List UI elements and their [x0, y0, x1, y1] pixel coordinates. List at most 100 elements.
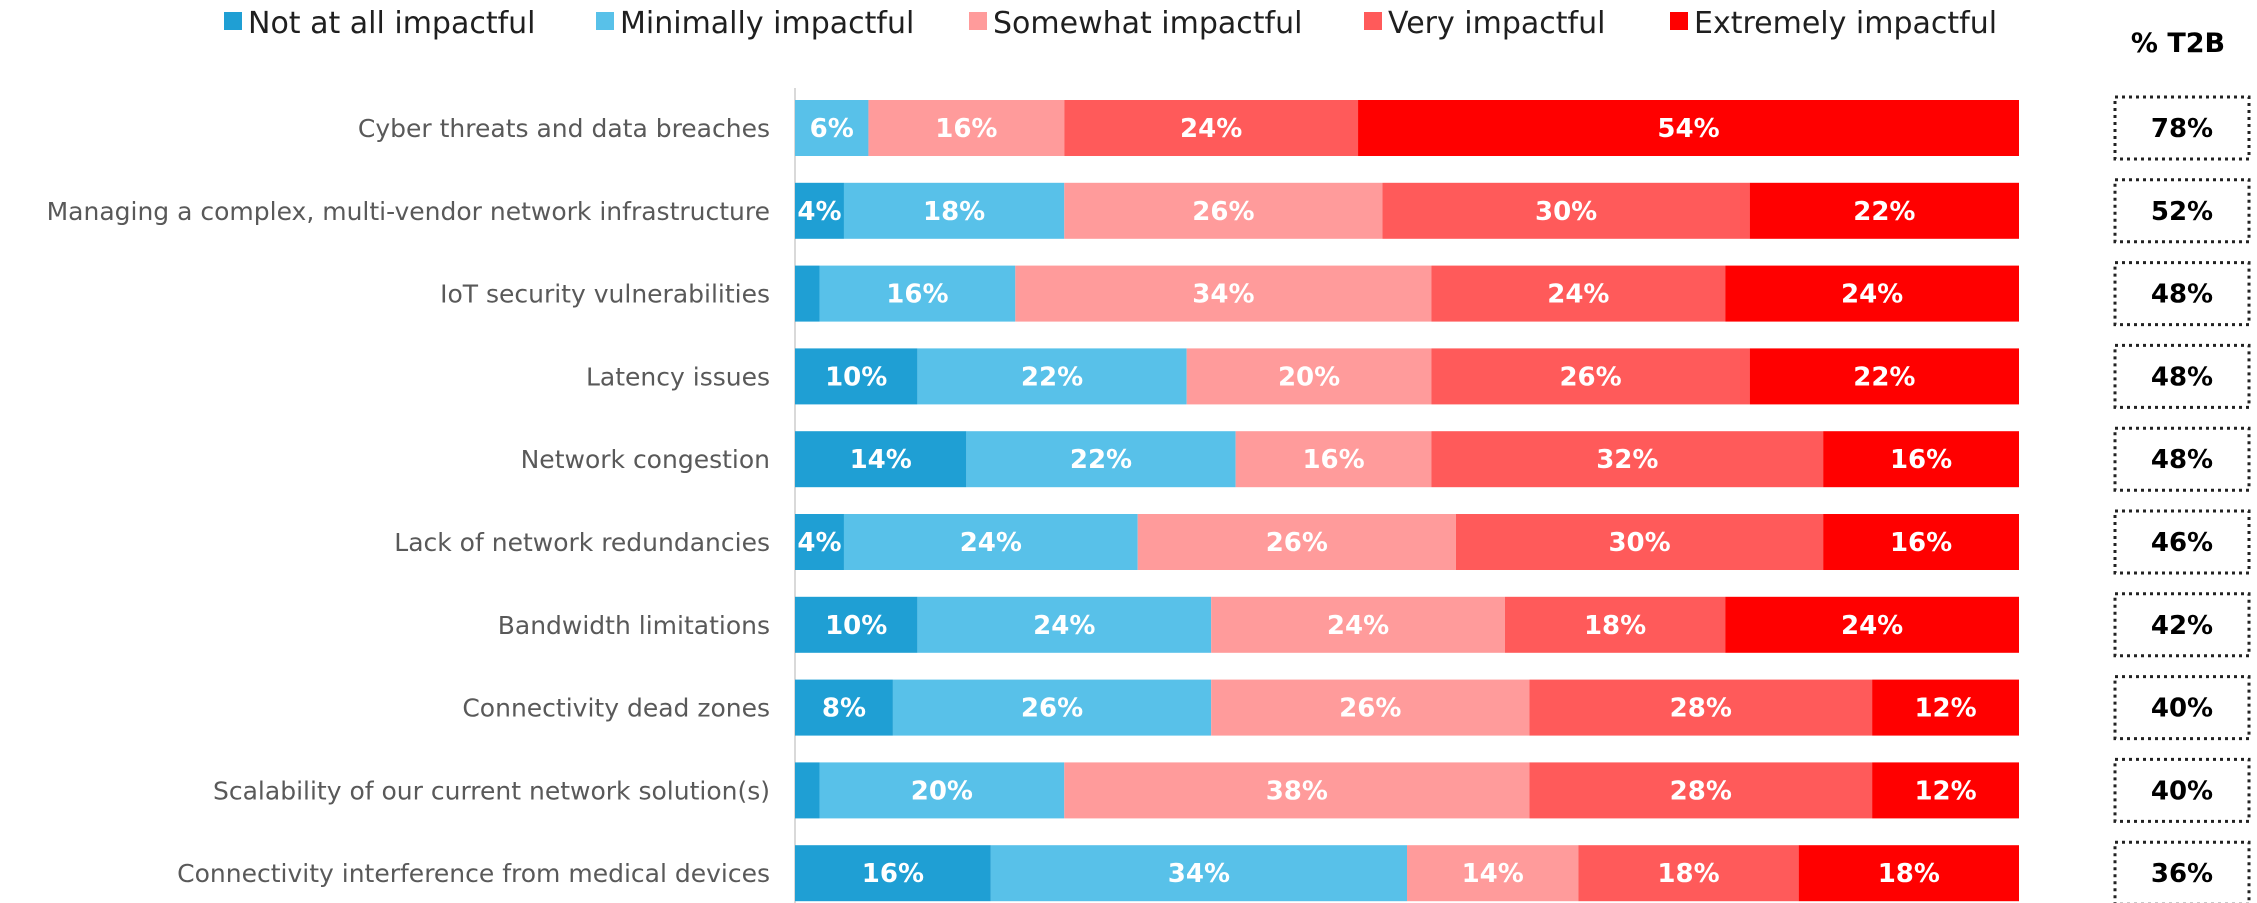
bar-segment-extremely-impactful [1872, 679, 2019, 736]
t2b-column: 78% 52% 48% 48% 48% 46% 42% 40% 40% 36% [2113, 95, 2251, 903]
bars [795, 100, 2019, 902]
bar-segment-minimally-impactful [966, 431, 1236, 488]
bar-segment-minimally-impactful [819, 762, 1065, 819]
data-label: 26% [1339, 694, 1401, 724]
bar-segment-extremely-impactful [1872, 762, 2019, 819]
bar-segment-minimally-impactful [990, 845, 1407, 902]
data-label: 26% [1021, 694, 1083, 724]
bar-segment-minimally-impactful [917, 596, 1212, 653]
data-label: 22% [1853, 362, 1915, 392]
legend-label-minimally-impactful: Minimally impactful [620, 6, 914, 41]
data-label: 34% [1192, 280, 1254, 310]
data-label: 16% [935, 114, 997, 144]
bar-segment-very-impactful [1431, 265, 1726, 322]
bar-segment-extremely-impactful [1798, 845, 2019, 902]
data-label: 12% [1914, 776, 1976, 806]
data-label: 14% [1462, 859, 1524, 889]
bar-segment-somewhat-impactful [1211, 596, 1505, 653]
bar-segment-not-at-all-impactful [795, 265, 820, 322]
data-label: 28% [1670, 776, 1732, 806]
t2b-value: 36% [2151, 859, 2213, 889]
bar-segment-very-impactful [1578, 845, 1799, 902]
t2b-value: 78% [2151, 114, 2213, 144]
legend-swatch-minimally-impactful [596, 12, 614, 30]
data-label: 22% [1853, 197, 1915, 227]
data-label: 20% [1278, 362, 1340, 392]
bar-segment-very-impactful [1504, 596, 1726, 653]
legend: Not at all impactful Minimally impactful S… [224, 6, 1997, 41]
data-label: 24% [1841, 611, 1903, 641]
bar-segment-very-impactful [1529, 679, 1873, 736]
data-label: 26% [1192, 197, 1254, 227]
bar-segment-somewhat-impactful [1235, 431, 1432, 488]
data-label: 10% [825, 611, 887, 641]
bar-segment-not-at-all-impactful [795, 348, 918, 405]
data-label: 34% [1168, 859, 1230, 889]
data-label: 54% [1657, 114, 1719, 144]
data-label: 20% [911, 776, 973, 806]
bar-segment-very-impactful [1431, 431, 1824, 488]
t2b-value: 40% [2151, 694, 2213, 724]
data-label: 18% [923, 197, 985, 227]
data-label: 38% [1266, 776, 1328, 806]
category-label: Network congestion [521, 445, 770, 474]
t2b-value: 52% [2151, 197, 2213, 227]
data-label: 22% [1070, 445, 1132, 475]
legend-swatch-somewhat-impactful [969, 12, 987, 30]
data-label: 30% [1535, 197, 1597, 227]
category-label: Scalability of our current network solut… [213, 776, 770, 805]
bar-segment-somewhat-impactful [1186, 348, 1432, 405]
bar-segment-very-impactful [1431, 348, 1750, 405]
data-label: 24% [960, 528, 1022, 558]
bar-segment-minimally-impactful [843, 514, 1138, 570]
bar-segment-not-at-all-impactful [795, 762, 820, 819]
data-label: 6% [810, 114, 854, 144]
data-label: 30% [1608, 528, 1670, 558]
bar-segment-extremely-impactful [1749, 348, 2019, 405]
bar-segment-somewhat-impactful [1015, 265, 1432, 322]
bar-segment-somewhat-impactful [868, 100, 1065, 156]
data-label: 24% [1547, 280, 1609, 310]
data-label: 16% [1890, 528, 1952, 558]
bar-segment-extremely-impactful [1725, 265, 2019, 322]
bar-segment-minimally-impactful [843, 182, 1065, 239]
data-label: 22% [1021, 362, 1083, 392]
data-label: 18% [1878, 859, 1940, 889]
bar-segment-very-impactful [1529, 762, 1873, 819]
bar-segment-very-impactful [1064, 100, 1359, 156]
data-label: 24% [1180, 114, 1242, 144]
bar-segment-not-at-all-impactful [795, 182, 844, 239]
t2b-value: 46% [2151, 528, 2213, 558]
bar-segment-somewhat-impactful [1064, 762, 1530, 819]
bar-segment-not-at-all-impactful [795, 596, 918, 653]
legend-label-very-impactful: Very impactful [1388, 6, 1605, 41]
data-label: 8% [822, 694, 866, 724]
bar-segment-extremely-impactful [1358, 100, 2019, 156]
legend-swatch-very-impactful [1364, 12, 1382, 30]
category-label: Cyber threats and data breaches [358, 114, 770, 143]
t2b-value: 48% [2151, 362, 2213, 392]
category-label: Connectivity interference from medical d… [177, 859, 770, 888]
data-label: 16% [862, 859, 924, 889]
bar-segment-minimally-impactful [892, 679, 1212, 736]
data-label: 18% [1584, 611, 1646, 641]
bar-segment-minimally-impactful [819, 265, 1016, 322]
bar-segment-very-impactful [1382, 182, 1750, 239]
data-label: 4% [797, 197, 841, 227]
category-label: Bandwidth limitations [498, 611, 770, 640]
bar-segment-extremely-impactful [1823, 431, 2019, 488]
data-label: 18% [1657, 859, 1719, 889]
legend-label-extremely-impactful: Extremely impactful [1694, 6, 1997, 41]
data-label: 24% [1327, 611, 1389, 641]
category-labels: Cyber threats and data breaches Managing … [47, 114, 770, 888]
bar-segment-very-impactful [1455, 514, 1824, 570]
legend-swatch-extremely-impactful [1670, 12, 1688, 30]
data-label: 28% [1670, 694, 1732, 724]
data-label: 12% [1914, 694, 1976, 724]
data-label: 14% [850, 445, 912, 475]
category-label: Managing a complex, multi-vendor network… [47, 197, 770, 226]
bar-segment-extremely-impactful [1749, 182, 2019, 239]
data-label: 32% [1596, 445, 1658, 475]
bar-segment-somewhat-impactful [1407, 845, 1579, 902]
